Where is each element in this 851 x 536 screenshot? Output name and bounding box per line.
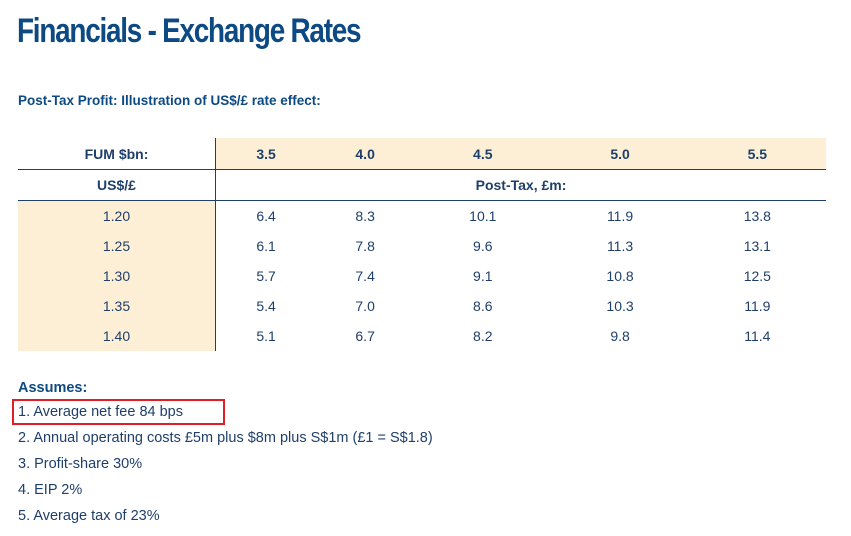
value-cell: 6.4 <box>256 208 276 224</box>
value-cell: 7.8 <box>355 238 375 254</box>
rate-cell: 1.40 <box>18 321 216 351</box>
assumption-item: 2. Annual operating costs £5m plus $8m p… <box>18 430 433 446</box>
table-row: 1.30 5.7 7.4 9.1 10.8 12.5 <box>18 261 826 291</box>
table-row: 1.20 6.4 8.3 10.1 11.9 13.8 <box>18 200 826 231</box>
exchange-rate-table: FUM $bn: 3.5 4.0 4.5 5.0 5.5 US$/£ Post-… <box>18 138 826 351</box>
fum-value: 5.5 <box>688 138 826 170</box>
table-caption: Post-Tax Profit: Illustration of US$/£ r… <box>18 93 321 108</box>
value-cell: 11.4 <box>744 328 771 344</box>
fum-value: 4.5 <box>414 138 552 170</box>
value-cell: 10.8 <box>606 268 634 284</box>
value-cell: 5.1 <box>256 328 276 344</box>
highlight-box <box>12 399 225 425</box>
value-cell: 8.2 <box>473 328 493 344</box>
value-cell: 10.1 <box>469 208 497 224</box>
table-row: 1.40 5.1 6.7 8.2 9.8 11.4 <box>18 321 826 351</box>
subheader-row: US$/£ Post-Tax, £m: <box>18 169 826 201</box>
assumptions-list: Assumes: 1. Average net fee 84 bps 2. An… <box>18 377 433 529</box>
table-row: 1.25 6.1 7.8 9.6 11.3 13.1 <box>18 231 826 261</box>
assumption-item: 3. Profit-share 30% <box>18 456 143 472</box>
fum-value: 4.0 <box>316 138 415 170</box>
value-cell: 7.4 <box>355 268 375 284</box>
value-cell: 9.8 <box>610 328 630 344</box>
value-cell: 9.1 <box>473 268 493 284</box>
rate-cell: 1.20 <box>18 200 216 231</box>
assumptions-heading: Assumes: <box>18 380 88 396</box>
assumption-item: 4. EIP 2% <box>18 482 83 498</box>
fum-header-row: FUM $bn: 3.5 4.0 4.5 5.0 5.5 <box>18 138 826 170</box>
value-cell: 5.4 <box>256 298 276 314</box>
page-title: Financials - Exchange Rates <box>17 12 362 50</box>
fum-label: FUM $bn: <box>18 138 216 170</box>
value-cell: 11.9 <box>744 298 771 314</box>
assumption-item: 5. Average tax of 23% <box>18 508 160 524</box>
rate-label: US$/£ <box>18 169 216 201</box>
rate-cell: 1.35 <box>18 291 216 321</box>
value-cell: 13.8 <box>743 208 771 224</box>
value-cell: 6.7 <box>355 328 375 344</box>
post-tax-label: Post-Tax, £m: <box>215 169 826 201</box>
rate-cell: 1.25 <box>18 231 216 261</box>
value-cell: 10.3 <box>606 298 634 314</box>
value-cell: 7.0 <box>355 298 375 314</box>
value-cell: 12.5 <box>743 268 771 284</box>
value-cell: 11.9 <box>606 208 634 224</box>
table-row: 1.35 5.4 7.0 8.6 10.3 11.9 <box>18 291 826 321</box>
value-cell: 8.3 <box>355 208 375 224</box>
assumption-item: 1. Average net fee 84 bps <box>18 404 184 420</box>
value-cell: 9.6 <box>473 238 493 254</box>
value-cell: 13.1 <box>743 238 771 254</box>
value-cell: 5.7 <box>256 268 276 284</box>
fum-value: 5.0 <box>551 138 689 170</box>
value-cell: 8.6 <box>473 298 493 314</box>
value-cell: 11.3 <box>606 238 634 254</box>
rate-cell: 1.30 <box>18 261 216 291</box>
fum-value: 3.5 <box>215 138 317 170</box>
value-cell: 6.1 <box>256 238 276 254</box>
